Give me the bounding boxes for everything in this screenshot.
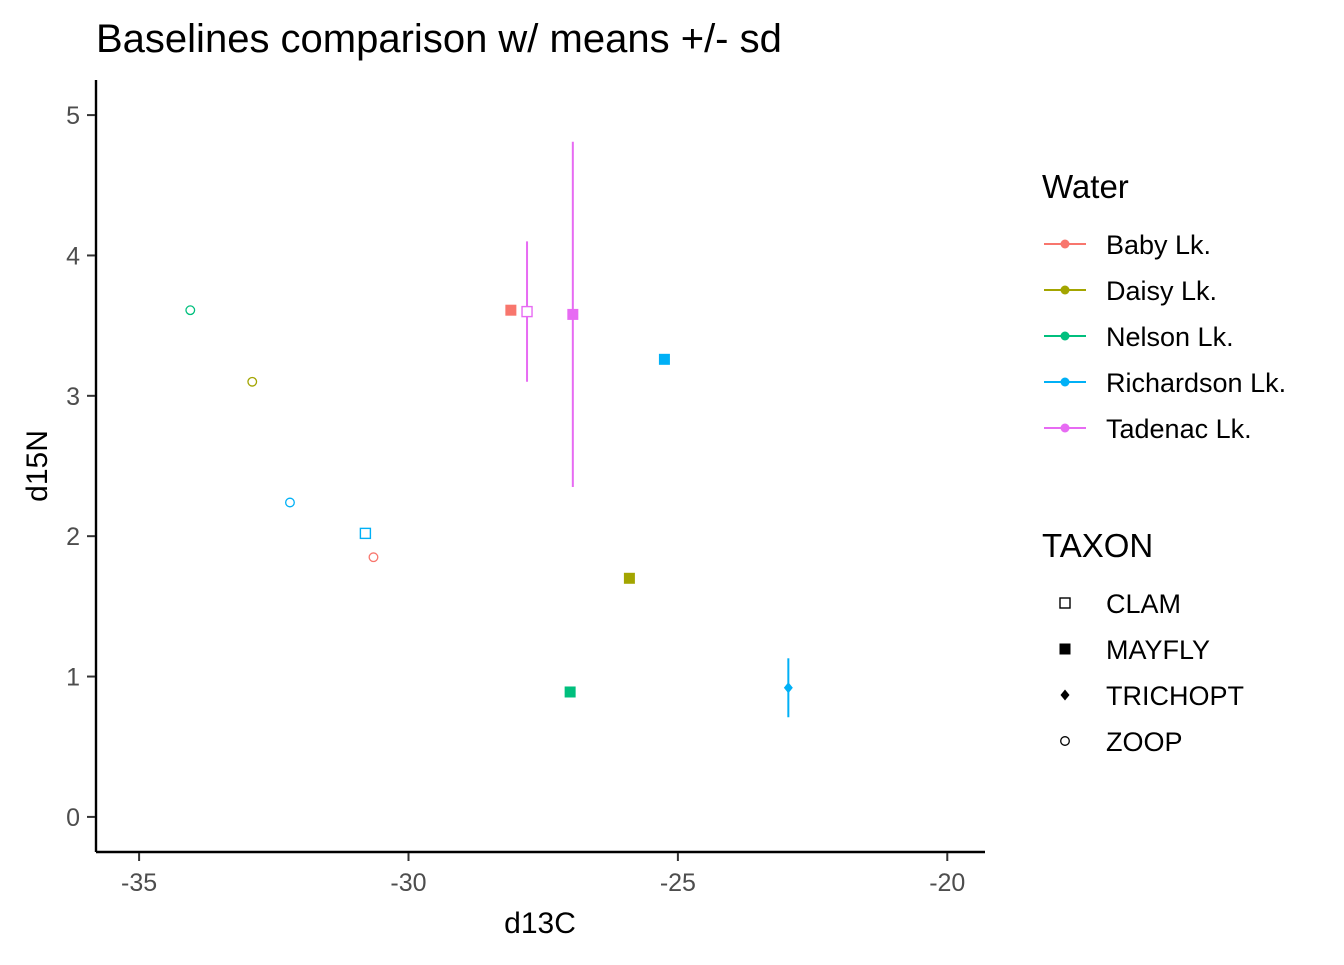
data-point bbox=[567, 308, 579, 320]
data-point bbox=[247, 376, 258, 387]
data-point bbox=[623, 572, 635, 584]
data-point bbox=[658, 353, 670, 365]
legend-taxon-key bbox=[1060, 736, 1070, 746]
legend-taxon-key bbox=[1059, 597, 1071, 609]
data-point bbox=[505, 304, 517, 316]
x-tick-label: -30 bbox=[390, 869, 426, 897]
legend-taxon-key bbox=[1060, 689, 1070, 701]
legend-water-key-point bbox=[1060, 285, 1070, 295]
y-axis-title: d15N bbox=[21, 430, 54, 502]
legend-water-label: Daisy Lk. bbox=[1106, 276, 1217, 306]
data-point bbox=[185, 305, 196, 316]
legend-water-key-point bbox=[1060, 423, 1070, 433]
data-point bbox=[359, 527, 372, 540]
data-point bbox=[521, 305, 533, 318]
data-point bbox=[564, 686, 576, 698]
x-tick-label: -20 bbox=[929, 869, 965, 897]
data-point bbox=[783, 682, 793, 694]
x-axis-ticks: -35 -30 -25 -20 bbox=[121, 853, 965, 897]
legend-water-label: Richardson Lk. bbox=[1106, 368, 1286, 398]
x-axis-title: d13C bbox=[504, 907, 576, 940]
chart-title: Baselines comparison w/ means +/- sd bbox=[96, 17, 782, 61]
legend-taxon: TAXON CLAM MAYFLY TRICHOPT ZOOP bbox=[1042, 527, 1244, 757]
legend-water-label: Tadenac Lk. bbox=[1106, 414, 1252, 444]
legend-water-key-point bbox=[1060, 239, 1070, 249]
legend-taxon-title: TAXON bbox=[1042, 527, 1153, 564]
x-tick-label: -25 bbox=[660, 869, 696, 897]
legend-taxon-label: MAYFLY bbox=[1106, 635, 1210, 665]
legend-water-label: Nelson Lk. bbox=[1106, 322, 1234, 352]
legend-taxon-label: TRICHOPT bbox=[1106, 681, 1244, 711]
legend-water-key-point bbox=[1060, 331, 1070, 341]
x-tick-label: -35 bbox=[121, 869, 157, 897]
y-tick-label: 2 bbox=[66, 523, 80, 551]
legend-water-title: Water bbox=[1042, 168, 1129, 205]
y-tick-label: 0 bbox=[66, 804, 80, 832]
y-tick-label: 4 bbox=[66, 242, 80, 270]
y-tick-label: 1 bbox=[66, 664, 80, 692]
legend-water: Water Baby Lk. Daisy Lk. Nelson Lk. Richard… bbox=[1042, 168, 1286, 444]
legend-taxon-key bbox=[1059, 643, 1071, 655]
data-point bbox=[368, 552, 379, 563]
legend-taxon-label: ZOOP bbox=[1106, 727, 1183, 757]
legend-water-key-point bbox=[1060, 377, 1070, 387]
plot-area bbox=[185, 141, 793, 718]
legend-taxon-label: CLAM bbox=[1106, 589, 1181, 619]
legend-water-label: Baby Lk. bbox=[1106, 230, 1211, 260]
y-axis-ticks: 0 1 2 3 4 5 bbox=[66, 102, 95, 832]
y-tick-label: 5 bbox=[66, 102, 80, 130]
data-point bbox=[285, 497, 295, 508]
y-tick-label: 3 bbox=[66, 383, 80, 411]
